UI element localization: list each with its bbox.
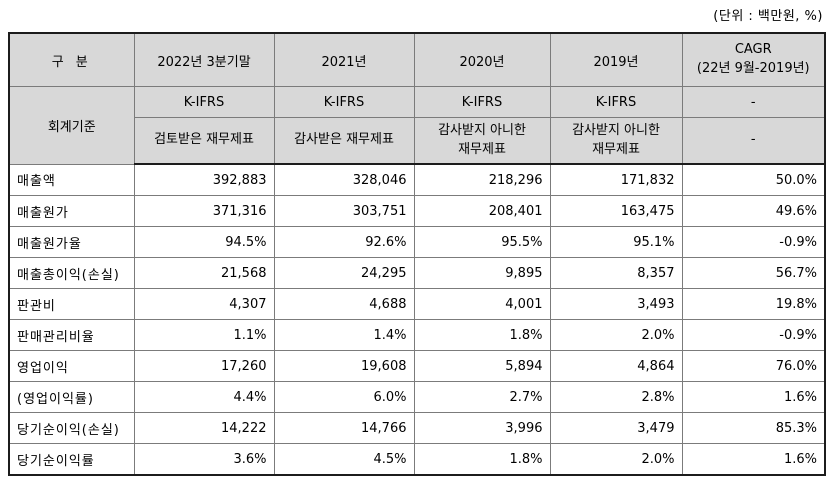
value-cell: 171,832 [549,163,683,196]
value-cell: 3,996 [413,412,551,444]
value-cell: 24,295 [273,257,415,289]
row-label: 매출액 [8,163,135,196]
unit-note: (단위 : 백만원, %) [713,9,823,24]
value-cell: 4,001 [413,288,551,320]
financial-summary-table: 구 분 2022년 3분기말 2021년 2020년 2019년 CAGR (2… [8,32,826,476]
value-cell: 303,751 [273,195,415,227]
value-cell: 4.4% [133,381,275,413]
value-cell: 94.5% [133,226,275,258]
table-row: 영업이익 17,260 19,608 5,894 4,864 76.0% [8,350,826,382]
table-row: 판매관리비율 1.1% 1.4% 1.8% 2.0% -0.9% [8,319,826,351]
audit-cell-cagr: - [681,117,826,165]
value-cell: 4.5% [273,443,415,476]
table-row: 매출액 392,883 328,046 218,296 171,832 50.0… [8,163,826,196]
row-label: (영업이익률) [8,381,135,413]
row-label: 영업이익 [8,350,135,382]
value-cell: 14,222 [133,412,275,444]
value-cell: 8,357 [549,257,683,289]
standard-cell-2022: K-IFRS [133,86,275,118]
value-cell: 3.6% [133,443,275,476]
value-cell: 1.8% [413,443,551,476]
value-cell: 218,296 [413,163,551,196]
value-cell: 2.0% [549,319,683,351]
value-cell: 14,766 [273,412,415,444]
cagr-title: CAGR [734,42,772,58]
value-cell: 9,895 [413,257,551,289]
value-cell: 392,883 [133,163,275,196]
value-cell: 19,608 [273,350,415,382]
value-cell: 56.7% [681,257,826,289]
audit-cell-2020: 감사받지 아니한 재무제표 [413,117,551,165]
row-label: 당기순이익(손실) [8,412,135,444]
value-cell: 3,479 [549,412,683,444]
standard-cell-2019: K-IFRS [549,86,683,118]
value-cell: 76.0% [681,350,826,382]
header-row-audit-status: 검토받은 재무제표 감사받은 재무제표 감사받지 아니한 재무제표 감사받지 아… [9,117,826,165]
value-cell: 2.0% [549,443,683,476]
value-cell: 49.6% [681,195,826,227]
header-cell-cagr: CAGR (22년 9월-2019년) [681,32,826,87]
table-row: 매출총이익(손실) 21,568 24,295 9,895 8,357 56.7… [8,257,826,289]
value-cell: -0.9% [681,319,826,351]
value-cell: 2.7% [413,381,551,413]
header-cell-year-2022: 2022년 3분기말 [133,32,275,87]
value-cell: 1.4% [273,319,415,351]
row-label: 매출원가율 [8,226,135,258]
header-row-standards: 회계기준 K-IFRS K-IFRS K-IFRS K-IFRS - [8,86,826,165]
standard-cell-cagr: - [681,86,826,118]
table-row: 판관비 4,307 4,688 4,001 3,493 19.8% [8,288,826,320]
value-cell: 92.6% [273,226,415,258]
value-cell: 50.0% [681,163,826,196]
value-cell: 163,475 [549,195,683,227]
value-cell: 4,307 [133,288,275,320]
row-label: 매출총이익(손실) [8,257,135,289]
header-cell-group: 구 분 [8,32,135,87]
value-cell: 17,260 [133,350,275,382]
value-cell: -0.9% [681,226,826,258]
value-cell: 95.1% [549,226,683,258]
value-cell: 2.8% [549,381,683,413]
value-cell: 1.8% [413,319,551,351]
header-cell-year-2020: 2020년 [413,32,551,87]
audit-cell-2019: 감사받지 아니한 재무제표 [549,117,683,165]
header-cell-accounting-basis: 회계기준 [8,86,135,165]
header-cell-year-2021: 2021년 [273,32,415,87]
header-cell-year-2019: 2019년 [549,32,683,87]
row-label: 당기순이익률 [8,443,135,476]
table-row: 매출원가 371,316 303,751 208,401 163,475 49.… [8,195,826,227]
value-cell: 3,493 [549,288,683,320]
row-label: 매출원가 [8,195,135,227]
cagr-period: (22년 9월-2019년) [696,61,810,76]
value-cell: 4,688 [273,288,415,320]
table-row: (영업이익률) 4.4% 6.0% 2.7% 2.8% 1.6% [8,381,826,413]
table-row: 당기순이익(손실) 14,222 14,766 3,996 3,479 85.3… [8,412,826,444]
value-cell: 95.5% [413,226,551,258]
value-cell: 19.8% [681,288,826,320]
value-cell: 85.3% [681,412,826,444]
audit-cell-2021: 감사받은 재무제표 [273,117,415,165]
value-cell: 371,316 [133,195,275,227]
table-row: 당기순이익률 3.6% 4.5% 1.8% 2.0% 1.6% [8,443,826,476]
value-cell: 1.6% [681,381,826,413]
value-cell: 1.1% [133,319,275,351]
standard-cell-2021: K-IFRS [273,86,415,118]
row-label: 판매관리비율 [8,319,135,351]
row-label: 판관비 [8,288,135,320]
value-cell: 5,894 [413,350,551,382]
standard-cell-2020: K-IFRS [413,86,551,118]
value-cell: 6.0% [273,381,415,413]
value-cell: 208,401 [413,195,551,227]
value-cell: 1.6% [681,443,826,476]
value-cell: 21,568 [133,257,275,289]
value-cell: 4,864 [549,350,683,382]
header-row-years: 구 분 2022년 3분기말 2021년 2020년 2019년 CAGR (2… [8,32,826,87]
audit-cell-2022: 검토받은 재무제표 [133,117,275,165]
value-cell: 328,046 [273,163,415,196]
table-row: 매출원가율 94.5% 92.6% 95.5% 95.1% -0.9% [8,226,826,258]
